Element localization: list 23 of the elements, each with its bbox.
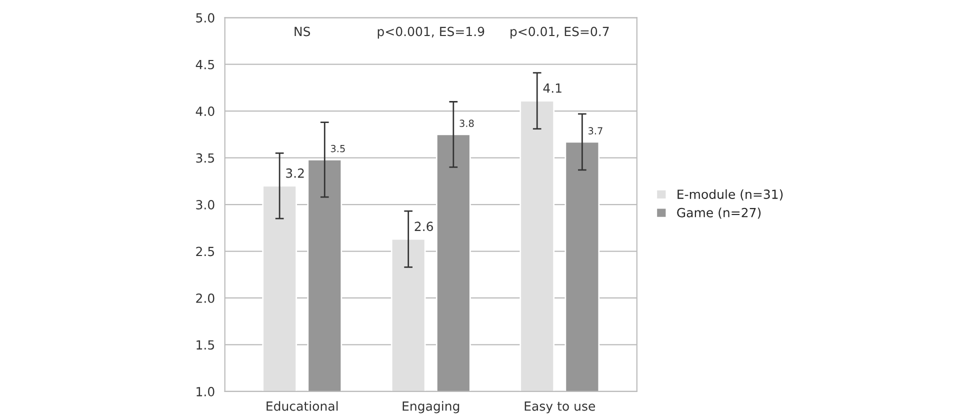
- data-label: 3.8: [460, 120, 474, 128]
- data-label: 3.7: [588, 127, 602, 134]
- annotation: p<0.001, ES=1.9: [378, 26, 484, 39]
- legend-label: Game (n=27): [677, 208, 761, 219]
- annotation: NS: [294, 26, 310, 36]
- x-tick-label: Easy to use: [524, 402, 596, 414]
- x-tick-label: Educational: [266, 401, 338, 411]
- data-label: 3.5: [330, 144, 345, 152]
- data-label: 2.6: [414, 222, 433, 232]
- y-tick-label: 2.0: [196, 293, 214, 303]
- y-tick-label: 4.0: [196, 106, 214, 116]
- y-tick-label: 2.5: [196, 246, 214, 256]
- y-tick-label: 4.5: [196, 60, 214, 70]
- y-tick-label: 1.0: [196, 386, 214, 396]
- annotation: p<0.01, ES=0.7: [510, 26, 609, 39]
- y-tick-label: 1.5: [196, 340, 214, 350]
- y-tick-label: 5.0: [196, 13, 214, 23]
- y-tick-label: 3.0: [196, 200, 214, 210]
- x-tick-label: Engaging: [402, 401, 460, 414]
- data-label: 4.1: [543, 84, 562, 93]
- data-label: 3.2: [286, 168, 304, 178]
- y-tick-label: 3.5: [196, 153, 214, 163]
- legend-label: E-module (n=31): [678, 189, 783, 200]
